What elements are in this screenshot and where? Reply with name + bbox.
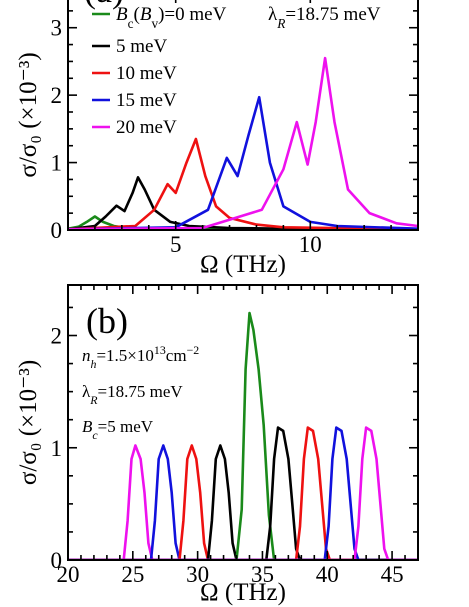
panel-b-y-axis-title: σ/σ₀ (×10⁻³) [15,360,42,485]
panel-a-plot-frame [67,0,419,231]
panel-b-x-axis-title: Ω (THz) [200,579,286,606]
panel-a-label: (a) [84,0,124,10]
panel-a-y-tick-label: 1 [51,151,63,176]
annotation-rashba: λR=18.75 meV [82,382,183,407]
panel-b-x-tick-label: 45 [381,562,404,587]
panel-a-series-4-line [68,56,418,230]
panel-a-series-3-line [68,95,418,230]
panel-a-x-axis-title: Ω (THz) [200,251,286,278]
panel-b-y-tick-label: 1 [51,436,63,461]
panel-b-x-tick-label: 25 [121,562,144,587]
legend-label-0: Bc(Bv)=0 meV [116,4,227,31]
panel-b-series-2-line [68,444,418,560]
panel-b-series-1-line [68,444,418,560]
panel-a-series-1-line [68,176,418,230]
panel-b-y-tick-label: 2 [51,324,63,349]
panel-b-x-tick-label: 35 [251,562,274,587]
panel-b-x-tick-label: 40 [316,562,339,587]
legend-label-4: 20 meV [116,117,177,138]
annotation-carrier-density: nh=1.5×1013cm−2 [82,343,199,371]
panel-b-x-tick-label: 20 [57,562,80,587]
panel-b-chart: 20 25 30 35 40 45 0 1 2 Ω (THz) σ/σ₀ (×10⁻³) (b)nh=… [15,284,419,606]
panel-a-chart: 5 10 0 1 2 3 Ω (THz) σ/σ₀ (×10⁻³) (a)Bc(Bv)=0 me… [15,0,419,278]
panel-a-y-axis-title: σ/σ₀ (×10⁻³) [15,52,42,177]
legend-label-1: 5 meV [116,36,167,57]
panel-b-label: (b) [86,301,128,341]
panel-a-x-tick-label: 10 [299,232,322,257]
legend-label-3: 15 meV [116,90,177,111]
legend-rashba-label: λR=18.75 meV [268,4,381,31]
annotation-exchange-field: Bc=5 meV [82,417,154,442]
panel-b-y-tick-label: 0 [51,548,63,573]
panel-a-x-tick-label: 5 [170,232,182,257]
legend-label-2: 10 meV [116,63,177,84]
panel-b-series-3-line [68,444,418,560]
panel-b-plot-frame [67,284,419,561]
panel-a-series-2-line [68,137,418,230]
panel-a-y-tick-label: 2 [51,83,63,108]
panel-b-x-tick-label: 30 [186,562,209,587]
panel-a-y-tick-label: 3 [51,16,63,41]
panel-a-y-tick-label: 0 [51,218,63,243]
panel-b-series-8-line [68,426,418,560]
panel-b-series-0-line [68,444,418,560]
